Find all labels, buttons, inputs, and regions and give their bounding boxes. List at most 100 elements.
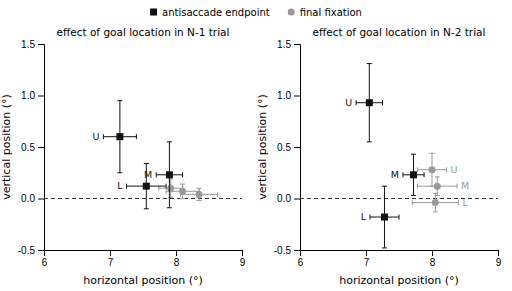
tick-mark [294, 199, 300, 200]
x-error-bar [156, 172, 182, 177]
panel-title: effect of goal location in N-2 trial [313, 26, 486, 38]
tick: 7 [364, 250, 370, 268]
tick-mark [38, 44, 44, 45]
point-label: L [117, 180, 123, 191]
tick: 1.5 [277, 39, 300, 50]
tick-mark [110, 250, 111, 256]
tick-label: 0.0 [277, 193, 291, 204]
x-error-bar [127, 184, 167, 189]
tick-mark [294, 44, 300, 45]
panel: 6 7 8 9 -0.5 0.0 0.5 1.0 1.5 horizontal position … [256, 26, 502, 287]
y-error-bar [411, 154, 416, 195]
x-error-bar [412, 200, 458, 205]
point-label: L [462, 197, 468, 208]
axis-line [45, 251, 243, 257]
tick-label: 1.0 [21, 90, 35, 101]
legend-marker [150, 9, 157, 16]
tick: 7 [108, 250, 114, 268]
tick-mark [38, 96, 44, 97]
tick: -0.5 [18, 245, 44, 256]
tick-label: -0.5 [274, 245, 292, 256]
tick: -0.5 [274, 245, 300, 256]
tick-label: 7 [108, 257, 114, 268]
tick-mark [366, 250, 367, 256]
tick-label: 9 [496, 257, 502, 268]
point-label: U [451, 164, 458, 175]
reference-line [300, 198, 498, 199]
y-axis: -0.5 0.0 0.5 1.0 1.5 [18, 39, 45, 256]
legend-item: antisaccade endpoint [150, 7, 270, 18]
x-error-bar [103, 134, 136, 139]
plot-area [300, 64, 498, 248]
point [196, 191, 203, 198]
tick: 0.0 [21, 193, 44, 204]
x-error-bar [181, 192, 218, 197]
tick-label: 8 [430, 257, 436, 268]
tick: 9 [496, 250, 502, 268]
point [143, 183, 150, 190]
point [429, 166, 436, 173]
y-error-bar [197, 188, 202, 200]
legend-marker [288, 9, 295, 16]
tick: 1.5 [21, 39, 44, 50]
tick: 1.0 [21, 90, 44, 101]
y-error-bar [433, 193, 438, 212]
tick-label: 1.5 [21, 39, 35, 50]
y-axis-title: vertical position (°) [256, 94, 269, 200]
y-error-bar [382, 186, 387, 248]
tick-label: 1.0 [277, 90, 291, 101]
legend: antisaccade endpoint final fixation [150, 7, 362, 18]
point [434, 183, 441, 190]
point [166, 171, 173, 178]
series [103, 101, 182, 209]
tick-label: -0.5 [18, 245, 36, 256]
x-axis-title: horizontal position (°) [339, 274, 459, 287]
x-axis-title: horizontal position (°) [83, 274, 203, 287]
tick-label: 0.0 [21, 193, 35, 204]
panel: 6 7 8 9 -0.5 0.0 0.5 1.0 1.5 horizontal position … [0, 26, 246, 287]
x-axis: 6 7 8 9 [298, 250, 502, 268]
series [412, 153, 458, 212]
legend-label: antisaccade endpoint [162, 7, 270, 18]
point-label: L [361, 211, 367, 222]
series [356, 64, 424, 248]
tick-mark [38, 250, 44, 251]
chart: 6 7 8 9 -0.5 0.0 0.5 1.0 1.5 horizontal position … [0, 0, 512, 291]
x-error-bar [417, 184, 457, 189]
y-error-bar [117, 101, 122, 173]
x-error-bar [356, 100, 382, 105]
point [410, 171, 417, 178]
tick: 6 [42, 250, 48, 268]
tick-label: 7 [364, 257, 370, 268]
tick: 9 [240, 250, 246, 268]
series [159, 179, 218, 201]
y-axis-title: vertical position (°) [0, 94, 13, 200]
tick: 8 [174, 250, 180, 268]
point-label: M [461, 180, 469, 191]
legend-label: final fixation [300, 7, 362, 18]
point [432, 199, 439, 206]
x-error-bar [166, 189, 199, 194]
tick-mark [432, 250, 433, 256]
tick: 0.0 [277, 193, 300, 204]
tick-label: 0.5 [277, 142, 291, 153]
point-labels: ULM [92, 131, 152, 191]
tick-label: 0.5 [21, 142, 35, 153]
point [167, 185, 174, 192]
x-axis: 6 7 8 9 [42, 250, 246, 268]
plot-area [44, 101, 242, 209]
point-labels: UMLULM [345, 97, 469, 222]
legend-item: final fixation [288, 7, 362, 18]
panel-title: effect of goal location in N-1 trial [57, 26, 230, 38]
point-label: M [391, 169, 399, 180]
tick-mark [242, 250, 243, 256]
reference-line [44, 198, 242, 199]
tick: 8 [430, 250, 436, 268]
point [366, 99, 373, 106]
tick-mark [498, 250, 499, 256]
tick-mark [38, 199, 44, 200]
tick-mark [294, 96, 300, 97]
tick-mark [38, 147, 44, 148]
tick: 6 [298, 250, 304, 268]
point-label: M [144, 169, 152, 180]
